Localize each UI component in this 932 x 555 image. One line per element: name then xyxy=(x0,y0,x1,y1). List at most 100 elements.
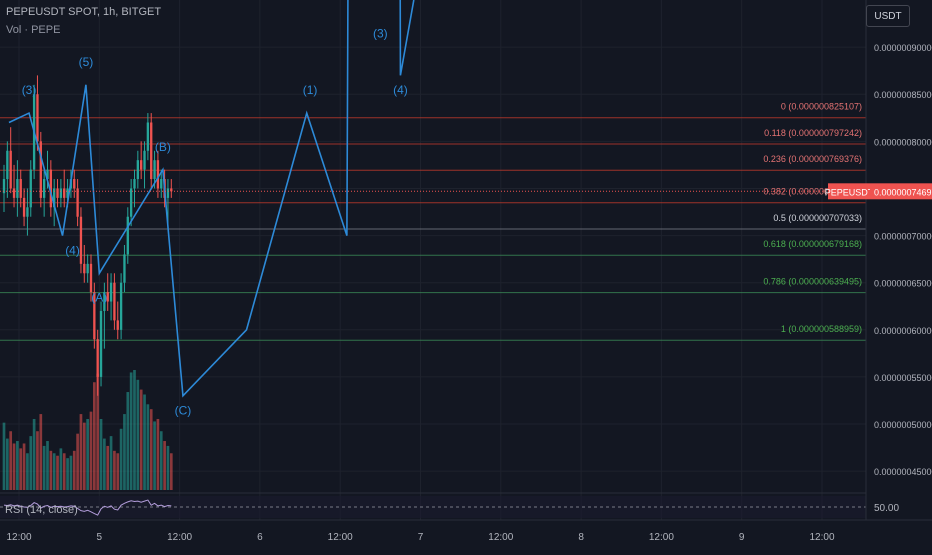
price-axis[interactable]: 0.000000900000 0.000000850000 0.0000008000… xyxy=(0,0,932,520)
candle-body[interactable] xyxy=(76,188,79,217)
candle-body[interactable] xyxy=(133,179,136,189)
volume-bar xyxy=(19,448,23,490)
candle-body[interactable] xyxy=(73,179,76,189)
fib-retracement[interactable]: 0 (0.000000825107) 0.118 (0.000000797242)… xyxy=(0,102,866,341)
candle-body[interactable] xyxy=(66,188,69,198)
candle-body[interactable] xyxy=(53,188,56,208)
candle-body[interactable] xyxy=(153,160,156,180)
candle-body[interactable] xyxy=(106,292,109,302)
candle-body[interactable] xyxy=(49,169,53,208)
candle-body[interactable] xyxy=(126,216,129,255)
candle-body[interactable] xyxy=(2,179,6,194)
candle-body[interactable] xyxy=(170,188,173,192)
wave-label: (5) xyxy=(79,55,94,69)
last-price-symbol-badge[interactable] xyxy=(828,183,870,200)
volume-bar xyxy=(22,443,26,490)
candle-body[interactable] xyxy=(129,188,133,217)
volume-bar xyxy=(62,453,66,490)
candle-body[interactable] xyxy=(143,150,146,170)
volume-bar xyxy=(69,455,73,490)
wave-path[interactable] xyxy=(8,0,415,398)
volume-bar xyxy=(143,394,146,490)
candle-body[interactable] xyxy=(16,179,19,198)
time-tick-label: 7 xyxy=(418,532,424,543)
volume-bar xyxy=(103,438,106,490)
candle-body[interactable] xyxy=(56,188,59,198)
last-price-badge[interactable] xyxy=(870,183,932,200)
candle-body[interactable] xyxy=(12,188,16,198)
candle-body[interactable] xyxy=(166,188,170,198)
elliott-wave[interactable]: (3)(5)(4)(A)(B)(C)(1)(2)(3)(4) xyxy=(8,0,415,418)
volume-bar xyxy=(36,431,39,490)
volume-bar xyxy=(26,453,29,490)
candle-body[interactable] xyxy=(39,141,42,198)
candle-body[interactable] xyxy=(113,282,116,321)
candle-body[interactable] xyxy=(29,169,32,208)
price-tick-label: 0.000000550000 xyxy=(874,373,932,383)
candle-body[interactable] xyxy=(59,188,63,198)
candle-body[interactable] xyxy=(86,263,89,274)
candle-body[interactable] xyxy=(36,94,39,142)
time-tick-label: 12:00 xyxy=(167,532,192,543)
candle-body[interactable] xyxy=(26,207,29,217)
time-tick-label: 12:00 xyxy=(488,532,513,543)
candle-body[interactable] xyxy=(140,160,143,170)
volume-bar xyxy=(163,441,166,490)
currency-selector[interactable]: USDT xyxy=(866,5,910,27)
candle-body[interactable] xyxy=(146,122,150,151)
time-tick-label: 12:00 xyxy=(649,532,674,543)
candle-body[interactable] xyxy=(9,150,12,189)
volume-bar xyxy=(6,438,9,490)
price-tick-label: 0.000000500000 xyxy=(874,420,932,430)
candle-body[interactable] xyxy=(103,292,106,311)
volume-bar xyxy=(89,411,93,490)
volume-bar xyxy=(113,450,116,490)
wave-label: (3) xyxy=(22,83,37,97)
time-tick-label: 12:00 xyxy=(6,532,31,543)
candlesticks[interactable] xyxy=(2,75,173,396)
candle-body[interactable] xyxy=(83,263,86,274)
candle-body[interactable] xyxy=(19,179,22,198)
candle-body[interactable] xyxy=(116,320,119,330)
candle-body[interactable] xyxy=(123,254,126,283)
volume-bar xyxy=(96,373,100,490)
volume-bar xyxy=(2,422,6,490)
candle-body[interactable] xyxy=(99,310,103,377)
candle-body[interactable] xyxy=(63,188,66,198)
candle-body[interactable] xyxy=(89,263,93,293)
rsi-legend[interactable]: RSI (14, close) xyxy=(5,504,78,516)
candle-body[interactable] xyxy=(150,122,153,180)
volume-bar xyxy=(39,414,43,490)
volume-legend[interactable]: Vol · PEPE xyxy=(6,24,61,36)
volume-bars xyxy=(2,370,173,490)
fib-level-label: 0 (0.000000825107) xyxy=(781,102,862,112)
rsi-pane[interactable]: 50.00 xyxy=(0,492,899,518)
time-tick-label: 8 xyxy=(578,532,584,543)
time-axis[interactable]: 12:00 5 12:00 6 12:00 7 12:00 8 12:00 9 12:00 xyxy=(0,519,932,543)
volume-bar xyxy=(66,458,69,490)
candle-body[interactable] xyxy=(160,179,163,189)
candle-body[interactable] xyxy=(6,150,9,180)
volume-bar xyxy=(153,421,156,490)
symbol-title[interactable]: PEPEUSDT SPOT, 1h, BITGET xyxy=(6,6,162,18)
rsi-line[interactable] xyxy=(3,499,172,516)
volume-bar xyxy=(126,392,130,490)
time-tick-label: 5 xyxy=(97,532,103,543)
candle-body[interactable] xyxy=(96,339,99,377)
candle-body[interactable] xyxy=(79,216,83,264)
candle-body[interactable] xyxy=(22,197,26,217)
last-price-symbol: PEPEUSDT xyxy=(825,187,874,197)
candle-body[interactable] xyxy=(156,160,160,189)
volume-bar xyxy=(149,409,153,490)
volume-bar xyxy=(82,422,86,490)
volume-bar xyxy=(146,404,150,490)
volume-bar xyxy=(106,445,110,490)
candle-body[interactable] xyxy=(93,292,96,340)
candle-body[interactable] xyxy=(109,282,113,302)
candle-body[interactable] xyxy=(136,160,140,180)
candle-body[interactable] xyxy=(46,169,49,180)
candle-body[interactable] xyxy=(42,179,46,198)
candle-body[interactable] xyxy=(119,282,123,330)
